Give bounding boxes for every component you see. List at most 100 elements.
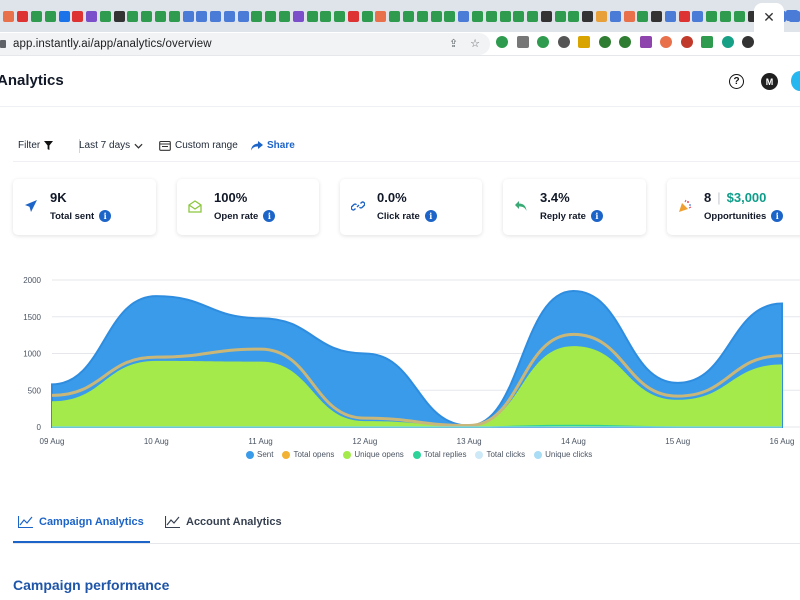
tab-favicon[interactable] — [168, 10, 180, 22]
tab-favicon[interactable] — [113, 10, 125, 22]
legend-item[interactable]: Unique opens — [343, 450, 404, 459]
tab-account-analytics[interactable]: Account Analytics — [165, 516, 282, 528]
info-icon[interactable]: i — [771, 210, 784, 222]
extension-icon[interactable] — [598, 36, 611, 48]
tab-favicon[interactable] — [237, 10, 249, 22]
share-button[interactable]: Share — [251, 140, 295, 151]
tab-favicon[interactable] — [733, 10, 745, 22]
chat-widget-icon[interactable] — [791, 71, 800, 91]
tab-favicon[interactable] — [58, 10, 70, 22]
extension-icon[interactable] — [742, 36, 754, 48]
close-tab-icon[interactable]: ✕ — [763, 9, 775, 25]
info-icon[interactable]: i — [263, 210, 276, 222]
tab-favicon[interactable] — [416, 10, 428, 22]
tab-favicon[interactable] — [471, 10, 483, 22]
tab-favicon[interactable] — [747, 10, 759, 22]
tab-favicon[interactable] — [403, 10, 415, 22]
extension-icon[interactable] — [619, 36, 631, 48]
tab-favicon[interactable] — [306, 10, 318, 22]
extension-icon[interactable] — [680, 36, 693, 48]
legend-item[interactable]: Total opens — [282, 450, 334, 459]
tab-favicon[interactable] — [499, 10, 511, 22]
info-icon[interactable]: i — [424, 210, 437, 222]
tab-favicon[interactable] — [389, 10, 401, 22]
tab-favicon[interactable] — [637, 10, 649, 22]
tab-favicon[interactable] — [527, 10, 539, 22]
info-icon[interactable]: i — [590, 210, 603, 222]
tab-favicon[interactable] — [568, 10, 580, 22]
extensions-row — [496, 36, 754, 48]
tab-favicon[interactable] — [485, 10, 497, 22]
legend-item[interactable]: Total clicks — [475, 450, 525, 459]
tab-favicon[interactable] — [320, 10, 332, 22]
tab-favicon[interactable] — [17, 10, 29, 22]
tab-favicon[interactable] — [430, 10, 442, 22]
tab-favicon[interactable] — [513, 10, 525, 22]
tab-favicon[interactable] — [554, 10, 566, 22]
tab-favicon[interactable] — [595, 10, 607, 22]
custom-range-button[interactable]: Custom range — [159, 140, 238, 151]
help-icon[interactable]: ? — [729, 74, 744, 89]
tab-favicon[interactable] — [223, 10, 235, 22]
legend-item[interactable]: Unique clicks — [534, 450, 592, 459]
tab-favicon[interactable] — [582, 10, 594, 22]
tab-favicon[interactable] — [279, 10, 291, 22]
date-range-dropdown[interactable]: Last 7 days — [79, 140, 143, 151]
extension-icon[interactable] — [496, 36, 508, 48]
tab-favicon[interactable] — [623, 10, 635, 22]
tab-favicon[interactable] — [678, 10, 690, 22]
tab-favicon[interactable] — [86, 10, 98, 22]
bookmark-star-icon[interactable]: ☆ — [470, 38, 480, 50]
tab-favicon[interactable] — [182, 10, 194, 22]
tab-favicon[interactable] — [347, 10, 359, 22]
tab-favicon[interactable] — [127, 10, 139, 22]
tab-favicon[interactable] — [375, 10, 387, 22]
tab-favicon[interactable] — [292, 10, 304, 22]
tab-favicon[interactable] — [196, 10, 208, 22]
tab-favicon[interactable] — [210, 10, 222, 22]
tab-favicon[interactable] — [651, 10, 663, 22]
tab-favicon[interactable] — [664, 10, 676, 22]
tab-favicon[interactable] — [458, 10, 470, 22]
avatar[interactable]: M — [761, 73, 778, 90]
section-title: Campaign performance — [13, 577, 170, 593]
tab-campaign-analytics[interactable]: Campaign Analytics — [18, 516, 144, 528]
legend-item[interactable]: Total replies — [412, 450, 466, 459]
extension-icon[interactable] — [516, 36, 529, 48]
legend-item[interactable]: Sent — [246, 450, 273, 459]
tab-favicon[interactable] — [154, 10, 166, 22]
extension-icon[interactable] — [578, 36, 590, 48]
x-tick-label: 09 Aug — [40, 437, 65, 446]
omnibox[interactable]: app.instantly.ai/app/analytics/overview … — [0, 33, 490, 55]
share-arrow-icon — [251, 140, 263, 150]
extension-icon[interactable] — [701, 36, 713, 48]
tab-favicon[interactable] — [141, 10, 153, 22]
extension-icon[interactable] — [537, 36, 549, 48]
tab-favicon[interactable] — [44, 10, 56, 22]
tab-favicon[interactable] — [251, 10, 263, 22]
info-icon[interactable]: i — [99, 210, 112, 222]
tab-favicon[interactable] — [609, 10, 621, 22]
tab-favicon[interactable] — [30, 10, 42, 22]
tab-favicon[interactable] — [444, 10, 456, 22]
tab-favicon[interactable] — [99, 10, 111, 22]
tab-favicon[interactable] — [706, 10, 718, 22]
tab-favicon[interactable] — [786, 10, 798, 21]
filter-button[interactable]: Filter — [18, 140, 54, 151]
tab-favicon[interactable] — [720, 10, 732, 22]
extension-icon[interactable] — [639, 36, 652, 48]
tab-favicon[interactable] — [540, 10, 552, 22]
tab-favicon[interactable] — [265, 10, 277, 22]
share-page-icon[interactable]: ⇪ — [448, 38, 459, 50]
reply-rate-value: 3.4% — [540, 190, 570, 205]
tab-favicon[interactable] — [692, 10, 704, 22]
tab-favicon[interactable] — [3, 10, 15, 22]
tab-favicon[interactable] — [334, 10, 346, 22]
tab-favicon[interactable] — [72, 10, 84, 22]
extension-icon[interactable] — [721, 36, 734, 48]
extension-icon[interactable] — [660, 36, 672, 48]
url-text[interactable]: app.instantly.ai/app/analytics/overview — [13, 38, 212, 50]
active-tab[interactable]: ✕ — [754, 3, 784, 32]
tab-favicon[interactable] — [361, 10, 373, 22]
extension-icon[interactable] — [557, 36, 570, 48]
